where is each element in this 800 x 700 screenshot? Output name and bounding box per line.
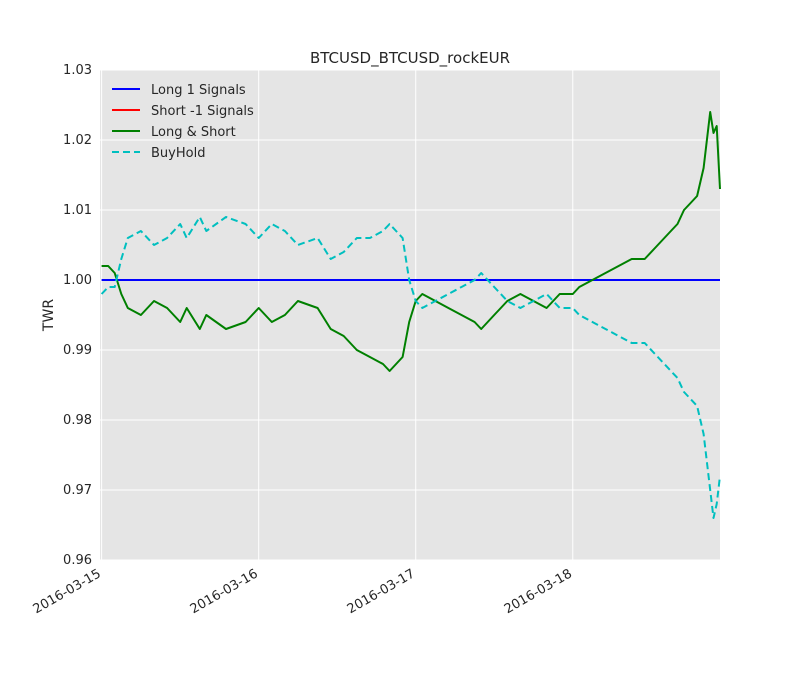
y-tick-label: 1.03 [63,63,92,78]
legend-label: Long & Short [151,125,236,140]
chart-title: BTCUSD_BTCUSD_rockEUR [310,49,510,68]
y-axis-ticks: 0.96 0.97 0.98 0.99 1.00 1.01 1.02 1.03 [63,63,92,568]
plot-background [100,70,720,560]
legend-label: Short -1 Signals [151,104,254,119]
legend-label: BuyHold [151,146,205,161]
y-tick-label: 1.01 [63,203,92,218]
y-axis-label: TWR [41,299,57,332]
legend-label: Long 1 Signals [151,83,246,98]
series-layer [100,111,721,519]
y-tick-label: 0.97 [63,483,92,498]
y-tick-label: 0.96 [63,553,92,568]
y-tick-label: 1.00 [63,273,92,288]
x-tick-label: 2016-03-17 [345,566,418,617]
series-line-long-short [101,111,721,372]
x-axis-ticks: 2016-03-15 2016-03-16 2016-03-17 2016-03-18 [31,566,575,617]
x-tick-label: 2016-03-16 [188,566,261,617]
x-tick-label: 2016-03-18 [502,566,575,617]
y-tick-label: 1.02 [63,133,92,148]
series-line-buyhold [100,216,721,519]
y-tick-label: 0.99 [63,343,92,358]
legend: Long 1 Signals Short -1 Signals Long & Sho… [112,83,254,161]
y-tick-label: 0.98 [63,413,92,428]
x-tick-label: 2016-03-15 [31,566,104,617]
